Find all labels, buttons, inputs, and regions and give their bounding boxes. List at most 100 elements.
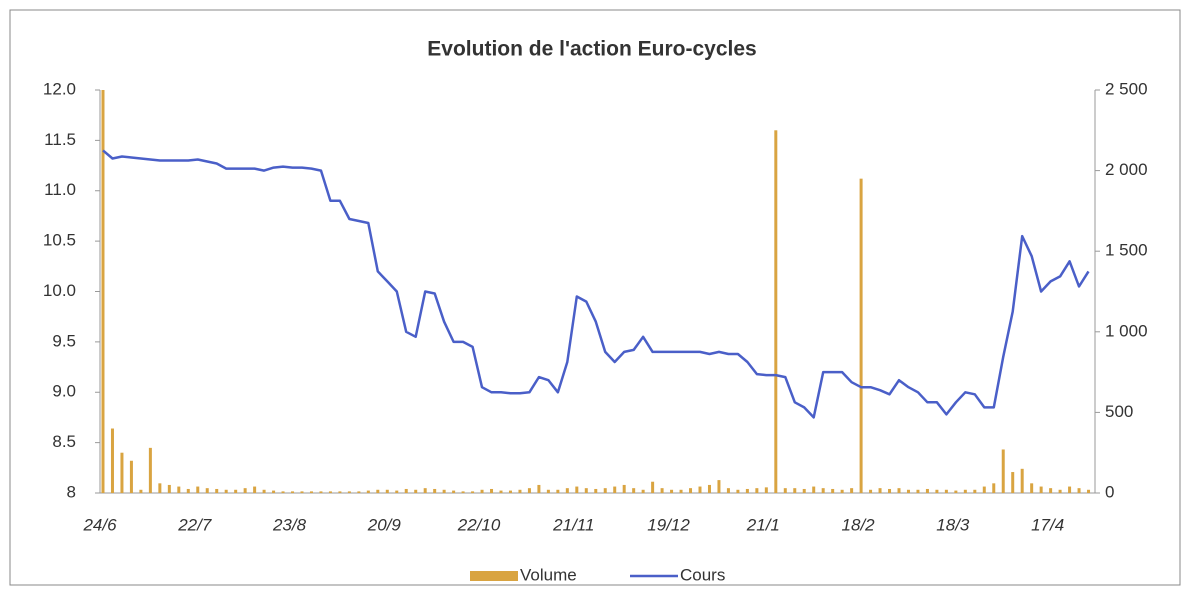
x-tick-label: 21/1	[746, 515, 780, 534]
volume-bar	[120, 452, 124, 493]
legend-swatch	[470, 571, 518, 581]
x-tick-label: 19/12	[647, 515, 690, 534]
volume-bar	[234, 489, 238, 493]
volume-bar	[565, 488, 569, 493]
y-tick-label: 8.5	[52, 432, 76, 451]
volume-bar	[726, 488, 730, 493]
volume-bar	[603, 488, 607, 493]
volume-bar	[660, 488, 664, 493]
volume-bar	[461, 491, 465, 493]
volume-bar	[480, 489, 484, 493]
volume-bar	[300, 491, 304, 493]
volume-bar	[243, 488, 247, 493]
volume-bar	[556, 489, 560, 493]
volume-bar	[689, 488, 693, 493]
volume-bar	[840, 489, 844, 493]
volume-bar	[973, 489, 977, 493]
volume-bar	[821, 488, 825, 493]
volume-bar	[357, 491, 361, 493]
volume-bar	[878, 488, 882, 493]
volume-bar	[262, 489, 266, 493]
volume-bar	[764, 487, 768, 493]
y2-tick-label: 500	[1105, 402, 1133, 421]
volume-bar	[859, 178, 863, 493]
x-tick-label: 18/2	[842, 515, 876, 534]
volume-bar	[253, 486, 257, 493]
volume-bar	[1001, 449, 1005, 493]
volume-bar	[916, 489, 920, 493]
volume-bar	[537, 484, 541, 493]
y-tick-label: 10.0	[43, 281, 76, 300]
volume-bar	[802, 488, 806, 493]
volume-bar	[205, 488, 209, 493]
price-line	[102, 149, 1090, 419]
volume-bar	[651, 481, 655, 493]
y-tick-label: 9.0	[52, 382, 76, 401]
volume-bar	[319, 491, 323, 493]
volume-bar	[745, 488, 749, 493]
volume-bar	[186, 488, 190, 493]
volume-bar	[925, 488, 929, 493]
volume-bar	[1030, 483, 1034, 493]
x-tick-label: 22/10	[457, 515, 501, 534]
frame	[9, 9, 1181, 586]
volume-bar	[518, 489, 522, 493]
volume-bar	[442, 489, 446, 493]
x-tick-label: 22/7	[177, 515, 212, 534]
y-tick-label: 12.0	[43, 79, 76, 98]
y-tick-label: 8	[67, 482, 76, 501]
volume-bar	[129, 460, 133, 493]
volume-bar	[452, 490, 456, 493]
volume-bar	[291, 491, 295, 493]
volume-bar	[1049, 488, 1053, 493]
volume-bar	[954, 490, 958, 493]
volume-bar	[508, 490, 512, 493]
volume-bar	[707, 484, 711, 493]
volume-bar	[347, 491, 351, 493]
volume-bar	[1039, 486, 1043, 493]
volume-bar	[812, 486, 816, 493]
volume-bar	[982, 486, 986, 493]
legend-label: Cours	[680, 565, 725, 584]
volume-bar	[1020, 468, 1024, 493]
volume-bar	[177, 486, 181, 493]
volume-bar	[1058, 489, 1062, 493]
volume-bar	[281, 491, 285, 493]
y-tick-label: 9.5	[52, 331, 76, 350]
volume-bar	[717, 480, 721, 493]
volume-bar	[641, 489, 645, 493]
volume-bar	[850, 488, 854, 493]
x-tick-label: 20/9	[367, 515, 402, 534]
volume-bar	[906, 489, 910, 493]
volume-bar	[215, 488, 219, 493]
volume-bar	[272, 490, 276, 493]
y-tick-label: 10.5	[43, 231, 76, 250]
volume-bar	[309, 491, 313, 493]
volume-bar	[679, 489, 683, 493]
volume-bar	[774, 130, 778, 494]
y2-tick-label: 1 500	[1105, 241, 1148, 260]
volume-bar	[414, 489, 418, 493]
volume-bar	[1087, 489, 1091, 493]
volume-bar	[224, 489, 228, 493]
volume-bar	[110, 428, 114, 493]
x-tick-label: 24/6	[82, 515, 117, 534]
volume-bar	[992, 483, 996, 493]
y2-tick-label: 1 000	[1105, 321, 1148, 340]
volume-bar	[613, 486, 617, 493]
volume-bar	[167, 484, 171, 493]
volume-bar	[793, 488, 797, 493]
y-tick-label: 11.5	[44, 130, 76, 149]
volume-bar	[139, 489, 143, 493]
volume-bar	[944, 489, 948, 493]
volume-bar	[584, 488, 588, 493]
volume-bar	[755, 488, 759, 493]
y2-tick-label: 2 500	[1105, 79, 1148, 98]
x-tick-label: 18/3	[936, 515, 970, 534]
volume-bar	[433, 488, 437, 493]
volume-bar	[935, 489, 939, 493]
volume-bar	[490, 488, 494, 493]
volume-bar	[575, 486, 579, 493]
volume-bar	[338, 491, 342, 493]
